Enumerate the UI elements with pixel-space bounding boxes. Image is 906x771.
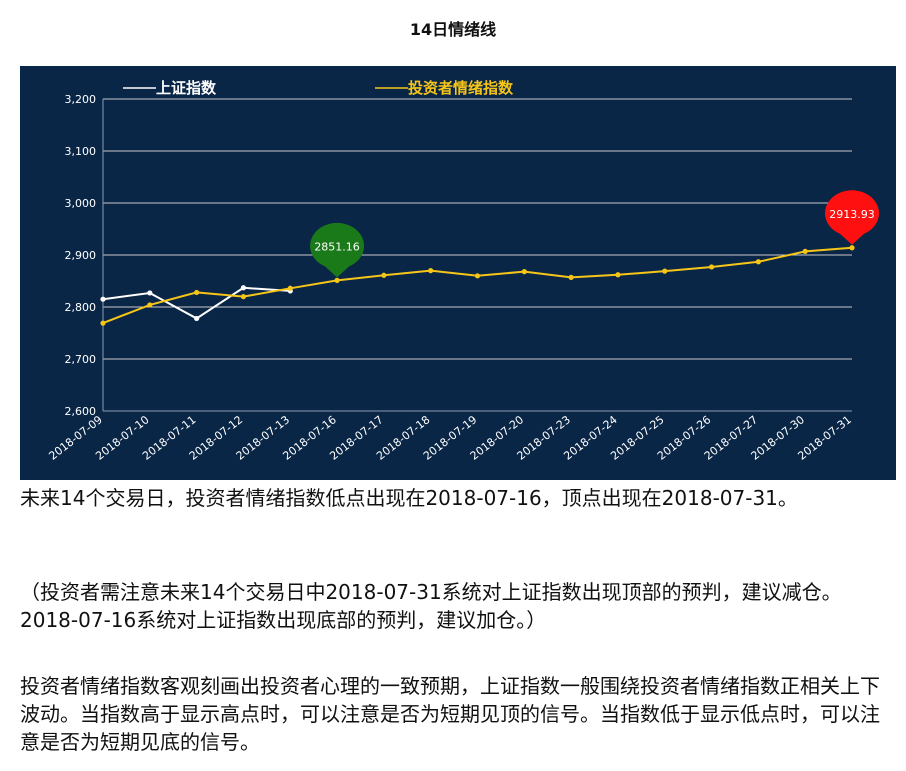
explanation-paragraph: 投资者情绪指数客观刻画出投资者心理的一致预期，上证指数一般围绕投资者情绪指数正相… (20, 674, 880, 754)
shanghai-index-point (100, 296, 106, 302)
y-tick-label: 3,200 (65, 93, 97, 106)
legend-label: 上证指数 (156, 79, 217, 97)
sentiment-index-point (662, 268, 668, 274)
marker-value-label: 2851.16 (314, 240, 360, 253)
sentiment-index-point (802, 248, 808, 254)
sentiment-index-point (240, 294, 247, 300)
sentiment-index-point (287, 285, 293, 291)
sentiment-index-point (474, 273, 481, 279)
y-tick-label: 3,000 (65, 197, 97, 210)
y-tick-label: 2,800 (65, 301, 97, 314)
sentiment-index-point (100, 320, 106, 326)
sentiment-index-point (849, 245, 855, 251)
sentiment-index-point (381, 272, 387, 278)
y-tick-label: 3,100 (65, 145, 97, 158)
low-point-marker (310, 222, 365, 278)
shanghai-index-point (194, 315, 200, 322)
sentiment-index-point (428, 268, 434, 274)
sentiment-index-point (334, 277, 340, 283)
high-point-marker (825, 190, 879, 245)
sentiment-index-point (568, 274, 574, 280)
sentiment-index-point (521, 269, 527, 275)
line-chart: 2,6002,7002,8002,9003,0003,1003,2002018-… (46, 79, 879, 463)
sentiment-index-point (755, 259, 761, 265)
sentiment-index-line (102, 246, 853, 325)
shanghai-index-point (240, 285, 247, 291)
summary-paragraph: 未来14个交易日，投资者情绪指数低点出现在2018-07-16，顶点出现在201… (20, 486, 798, 510)
shanghai-index-point (147, 290, 153, 296)
advice-paragraph: （投资者需注意未来14个交易日中2018-07-31系统对上证指数出现顶部的预判… (20, 580, 842, 632)
sentiment-index-point (194, 289, 200, 296)
marker-value-label: 2913.93 (829, 208, 875, 221)
legend-label: 投资者情绪指数 (408, 79, 514, 97)
page-title: 14日情绪线 (409, 20, 497, 39)
y-tick-label: 2,900 (65, 249, 97, 262)
y-tick-label: 2,700 (65, 353, 97, 366)
chart-area: 2,600 2,700 2,800 2,900 3,000 3,100 3,200 2018-… (20, 66, 896, 480)
sentiment-index-point (147, 302, 153, 308)
sentiment-index-point (708, 264, 715, 270)
y-tick-label: 2,600 (65, 405, 97, 418)
sentiment-index-point (615, 272, 621, 278)
